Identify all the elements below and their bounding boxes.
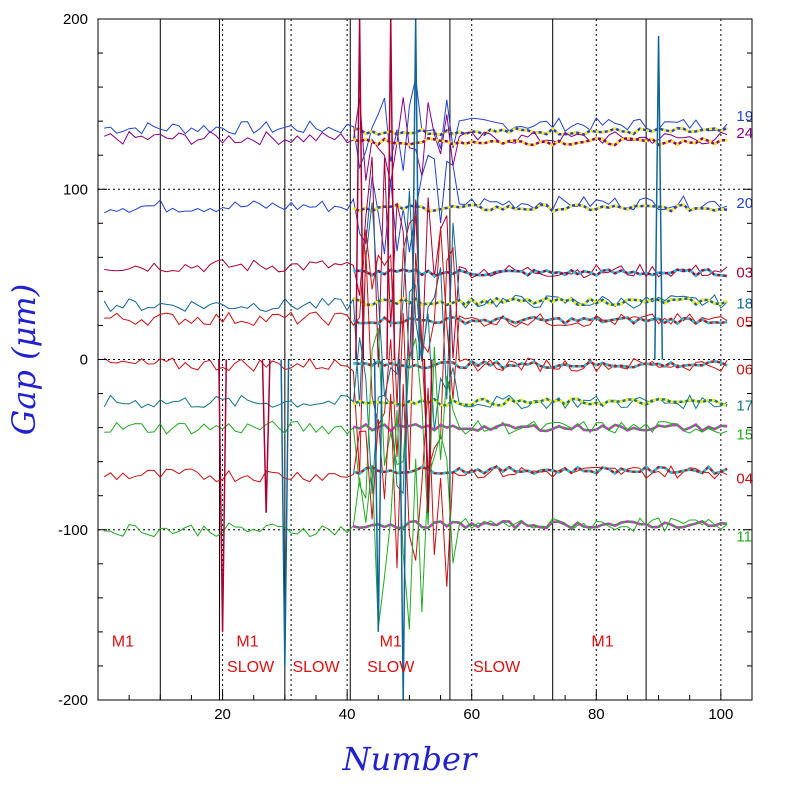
series-label-04: 04 [736,471,753,488]
series-line-17 [103,284,728,495]
series-label-17: 17 [736,397,753,414]
y-tick-label: 0 [80,352,88,369]
x-tick-label: 80 [588,706,605,723]
series-line-03 [104,156,728,368]
series-line-05 [104,215,728,408]
y-tick-label: 200 [63,11,88,28]
y-axis-title: Gap (μm) [5,284,43,435]
series-label-06: 06 [736,362,753,379]
series-line-15 [104,327,728,526]
y-tick-label: -100 [58,522,88,539]
x-tick-label: 40 [339,706,356,723]
series-label-20: 20 [736,195,753,212]
series-group [103,19,728,700]
series-fit-dots-15 [353,422,728,433]
series-label-15: 15 [736,426,753,443]
series-fit-dots-05 [352,315,728,326]
region-label: SLOW [227,659,275,676]
spike-line [411,19,421,360]
y-tick-label: -200 [58,692,88,709]
spike-line [654,36,664,360]
series-fit-dots-18 [353,296,728,307]
spike-line [280,359,290,666]
series-line-06 [103,246,728,475]
spike-line [398,359,408,700]
region-label: SLOW [473,659,521,676]
region-label: M1 [236,633,258,650]
series-label-24: 24 [736,125,753,142]
series-fit-dots-24 [352,136,728,147]
x-tick-label: 20 [214,706,231,723]
spike-line [373,359,383,632]
series-label-11: 11 [736,529,752,546]
x-tick-label: 100 [708,706,733,723]
series-label-03: 03 [736,265,753,282]
spike-line [423,359,433,513]
series-label-05: 05 [736,314,753,331]
series-label-18: 18 [736,295,753,312]
series-fit-dots-06 [353,359,728,370]
x-axis-title: Number [342,740,478,778]
series-fit-dots-17 [352,397,728,407]
region-label: M1 [380,633,402,650]
series-fit-dots-19 [353,126,728,137]
series-label-19: 19 [736,108,753,125]
series-line-19 [104,77,728,171]
x-tick-label: 60 [463,706,480,723]
region-label: M1 [112,633,134,650]
series-line-04 [103,383,728,587]
y-tick-label: 100 [63,181,88,198]
region-label: SLOW [292,659,340,676]
spike-line [355,19,365,360]
spike-line [261,359,271,513]
series-line-18 [103,190,728,407]
spike-line [218,359,228,632]
region-label: SLOW [367,659,415,676]
region-label: M1 [591,633,613,650]
series-line-11 [104,409,728,630]
spike-line [386,19,396,360]
series-fit-dots-11 [353,520,728,530]
